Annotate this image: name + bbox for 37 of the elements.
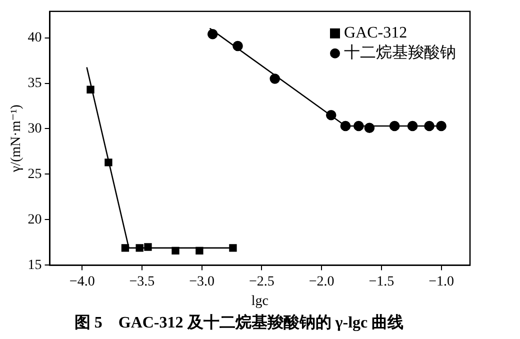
point	[229, 244, 237, 252]
point	[136, 244, 144, 252]
y-tick-label: 20	[28, 212, 42, 228]
x-tick-label: −2.0	[308, 274, 334, 290]
text: 图 5 GAC-312 及十二烷基羧酸钠的 γ-lgc 曲线	[74, 314, 404, 332]
point	[232, 40, 243, 52]
x-tick-label: −4.0	[69, 274, 95, 290]
y-tick-label: 15	[28, 258, 42, 273]
y-tick-label: 25	[28, 166, 42, 182]
x-tick-label: −1.5	[368, 274, 394, 290]
point	[270, 74, 280, 84]
point	[144, 243, 152, 251]
point	[172, 246, 180, 254]
legend-label: GAC-312	[344, 24, 408, 42]
point	[354, 120, 364, 132]
point	[389, 120, 400, 132]
point	[326, 110, 336, 120]
x-tick-label: −2.5	[248, 274, 274, 290]
x-axis-title: lgc	[251, 294, 268, 310]
y-axis-title: γ/(mN·m⁻¹)	[9, 104, 24, 174]
x-tick-label: −3.5	[129, 274, 155, 290]
point	[340, 120, 351, 132]
legend-label: 十二烷基羧酸钠	[344, 44, 456, 62]
x-tick-label: −1.0	[428, 274, 454, 290]
point	[104, 158, 112, 166]
point	[364, 122, 375, 133]
point	[121, 244, 130, 252]
point	[407, 120, 418, 132]
y-tick-label: 35	[28, 76, 42, 91]
point	[207, 28, 218, 40]
point	[424, 120, 434, 132]
x-tick-label: −3.0	[189, 274, 215, 290]
point	[196, 246, 204, 254]
y-tick-label: 40	[28, 30, 42, 46]
y-tick-label: 30	[28, 121, 42, 136]
point	[86, 86, 94, 94]
point	[436, 120, 446, 132]
